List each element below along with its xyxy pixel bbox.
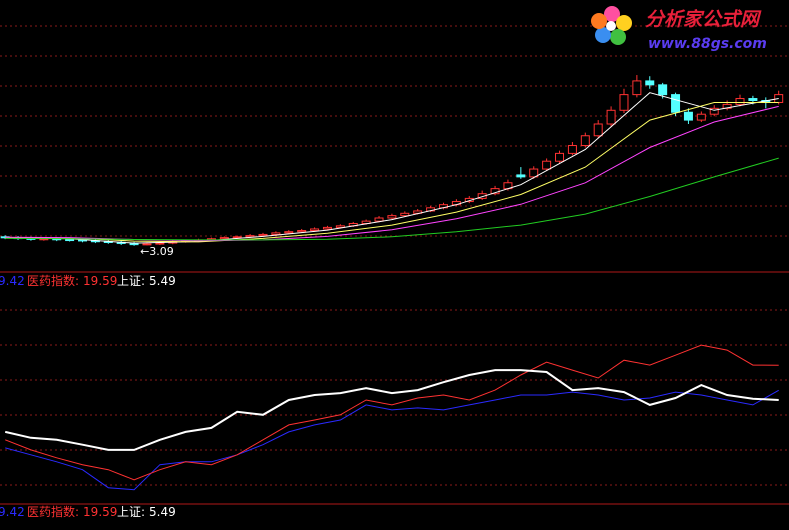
legend-name: 上证:	[117, 274, 145, 288]
moving-average	[5, 92, 779, 244]
candle-body	[580, 135, 590, 147]
legend-entry: 9.42	[0, 505, 25, 519]
candle-body	[593, 123, 603, 137]
candle-body	[322, 226, 332, 230]
candle-body	[464, 197, 474, 203]
legend-value: 19.59	[83, 274, 117, 288]
logo-title: 分析家公式网	[645, 9, 762, 31]
legend-entry: 医药指数: 19.59	[27, 273, 117, 288]
legend-name: 医药指数:	[27, 273, 79, 288]
moving-average	[5, 102, 779, 243]
candle-body	[683, 111, 693, 121]
candle-body	[387, 215, 397, 219]
legend-value: 5.49	[149, 274, 176, 288]
legend-name: 医药指数:	[27, 504, 79, 519]
legend-value: 9.42	[0, 274, 25, 288]
legend-entry: 医药指数: 19.59	[27, 504, 117, 519]
candle-body	[335, 225, 345, 228]
legend-entry: 9.42	[0, 274, 25, 288]
candle-body	[632, 80, 642, 96]
candle-body	[696, 113, 706, 121]
candle-body	[516, 174, 526, 178]
candle-body	[400, 212, 410, 217]
legend-value: 9.42	[0, 505, 25, 519]
annotation: ←3.09	[140, 245, 174, 258]
candle-body	[245, 235, 255, 238]
candle-body	[671, 94, 681, 113]
candle-body	[310, 228, 320, 232]
logo: 分析家公式网 www.88gs.com	[591, 6, 767, 52]
candle-body	[555, 152, 565, 162]
candle-body	[297, 230, 307, 233]
candle-body	[142, 243, 152, 246]
candle-body	[284, 231, 294, 234]
candle-body	[529, 168, 539, 178]
logo-petal	[610, 29, 626, 45]
moving-average	[5, 105, 779, 242]
logo-center	[606, 21, 616, 31]
legend-value: 19.59	[83, 505, 117, 519]
logo-petal	[604, 6, 620, 22]
candle-body	[542, 160, 552, 170]
candle-body	[645, 80, 655, 86]
indicator-line	[4, 369, 779, 451]
legend-value: 5.49	[149, 505, 176, 519]
candle-body	[219, 237, 229, 240]
legend-entry: 上证: 5.49	[117, 505, 176, 519]
candle-body	[748, 98, 758, 101]
logo-url: www.88gs.com	[648, 36, 767, 52]
candle-body	[155, 242, 165, 245]
candle-body	[709, 107, 719, 115]
candle-body	[258, 233, 268, 237]
logo-petal	[595, 27, 611, 43]
logo-petal	[591, 13, 607, 29]
candle-body	[129, 242, 139, 246]
candle-body	[232, 236, 242, 239]
moving-average	[5, 157, 779, 241]
indicator-line	[5, 344, 779, 481]
candle-body	[606, 109, 616, 125]
logo-petal	[616, 15, 632, 31]
candle-body	[65, 239, 75, 242]
indicator-line	[5, 389, 779, 491]
candle-body	[567, 145, 577, 154]
candle-body	[619, 94, 629, 111]
candle-body	[374, 217, 384, 222]
legend-name: 上证:	[117, 505, 145, 519]
candle-body	[658, 84, 668, 96]
candle-body	[477, 193, 487, 199]
grid-layer	[0, 25, 789, 486]
legend-entry: 上证: 5.49	[117, 274, 176, 288]
candle-body	[735, 98, 745, 105]
candle-body	[271, 232, 281, 235]
